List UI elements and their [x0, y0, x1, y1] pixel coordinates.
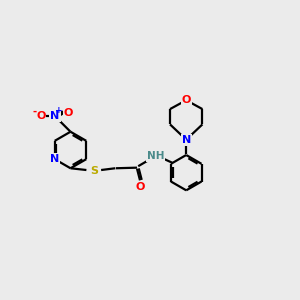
- Text: O: O: [182, 95, 191, 105]
- Text: O: O: [36, 111, 46, 121]
- Text: O: O: [135, 182, 145, 192]
- Text: N: N: [50, 154, 59, 164]
- Text: N: N: [182, 135, 191, 145]
- Text: O: O: [64, 108, 73, 118]
- Text: S: S: [91, 166, 99, 176]
- Text: N: N: [182, 135, 191, 145]
- Text: NH: NH: [146, 152, 164, 161]
- Text: N: N: [50, 111, 60, 121]
- Text: -: -: [33, 107, 37, 117]
- Text: +: +: [55, 106, 63, 116]
